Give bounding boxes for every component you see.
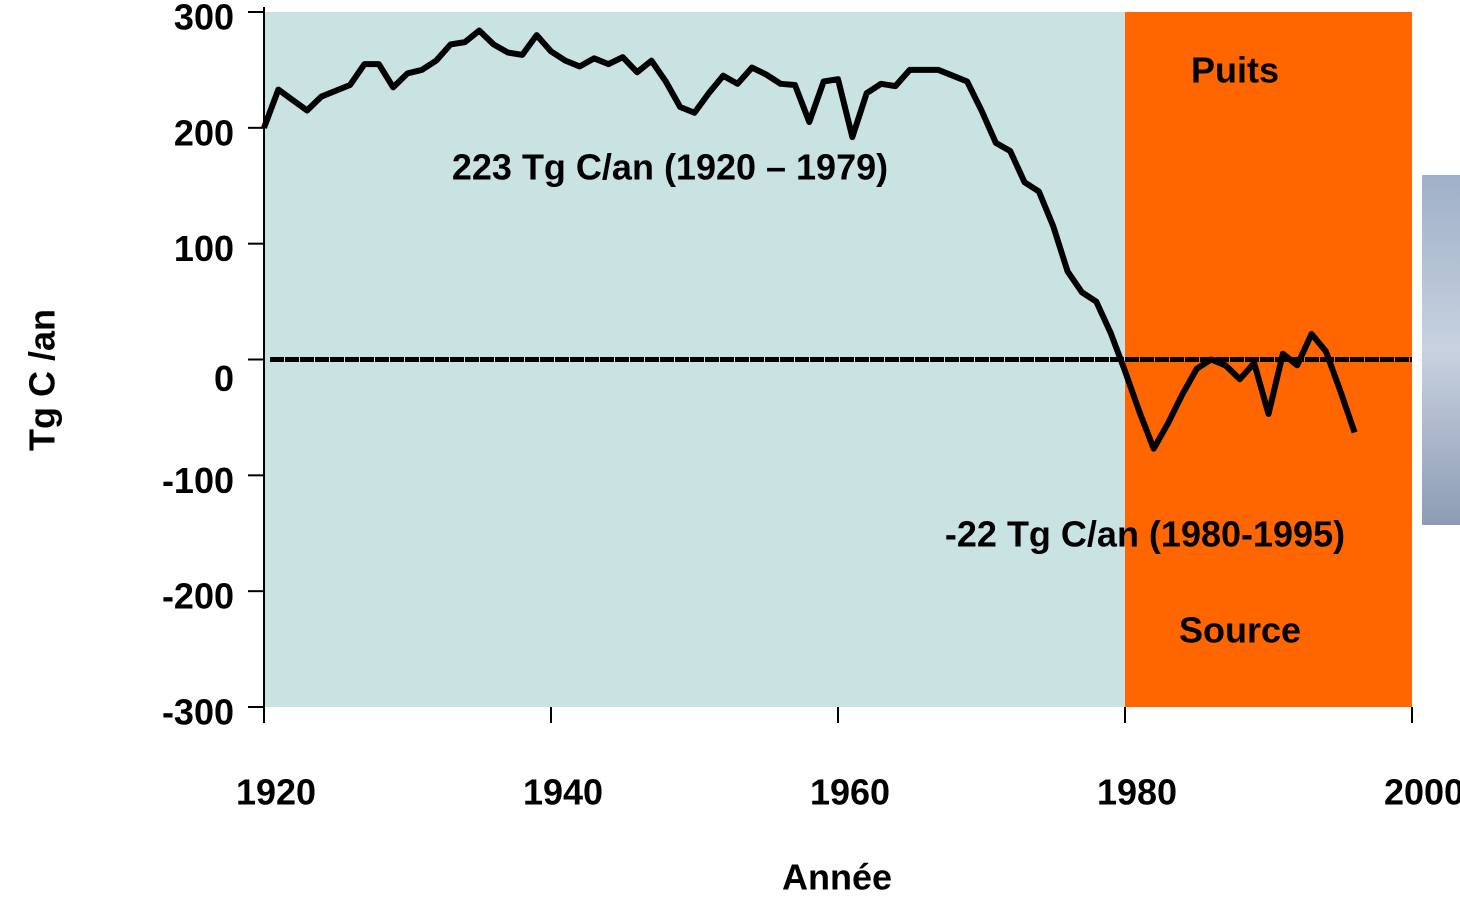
photo <box>1422 175 1460 525</box>
y-axis-label: Tg C /an <box>22 309 63 451</box>
annotation: Puits <box>1191 50 1279 91</box>
y-tick-label: -100 <box>162 460 234 501</box>
y-tick-label: -300 <box>162 692 234 733</box>
x-tick-label: 1980 <box>1097 772 1177 813</box>
y-tick-label: 100 <box>174 228 234 269</box>
y-tick-label: -200 <box>162 576 234 617</box>
x-tick-label: 1960 <box>810 772 890 813</box>
y-tick-label: 0 <box>214 358 234 399</box>
data-line <box>261 27 1358 452</box>
y-tick-label: 300 <box>174 0 234 38</box>
x-tick-label: 1920 <box>236 772 316 813</box>
x-axis-label: Année <box>782 857 892 898</box>
annotation: -22 Tg C/an (1980-1995) <box>945 514 1345 555</box>
x-tick-label: 1940 <box>523 772 603 813</box>
annotation: 223 Tg C/an (1920 – 1979) <box>452 147 888 188</box>
y-tick-label: 200 <box>174 112 234 153</box>
annotation: Source <box>1179 610 1301 651</box>
x-tick-label: 2000 <box>1384 772 1460 813</box>
